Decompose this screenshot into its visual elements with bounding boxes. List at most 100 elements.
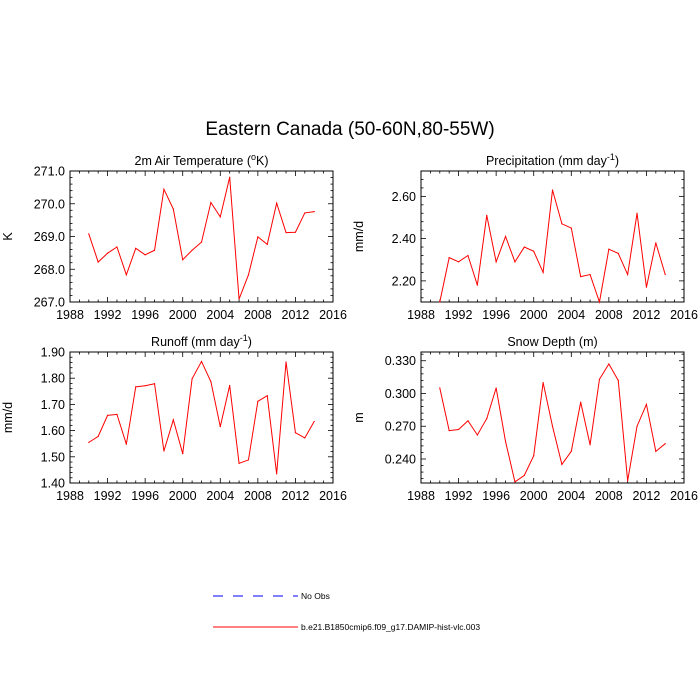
x-tick-label: 1996 [482, 308, 510, 322]
data-point [636, 212, 638, 214]
x-tick-label: 1988 [56, 308, 84, 322]
data-point [457, 261, 460, 263]
y-tick-label: 1.50 [41, 450, 65, 464]
legend-label-2: b.e21.B1850cmip6.f09_g17.DAMIP-hist-vlc.… [301, 622, 480, 632]
x-tick-label: 2016 [319, 489, 347, 503]
data-point [655, 450, 657, 452]
data-point [191, 378, 193, 380]
data-point [97, 261, 99, 263]
data-point [495, 387, 497, 389]
x-tick-label: 2004 [206, 489, 234, 503]
data-point [617, 379, 619, 381]
x-tick-label: 2008 [595, 489, 623, 503]
data-point [627, 273, 629, 276]
data-point [266, 243, 268, 245]
data-point [247, 274, 250, 276]
data-point [533, 250, 535, 252]
data-point [200, 360, 203, 363]
data-point [439, 387, 441, 389]
x-tick-label: 1996 [482, 489, 510, 503]
y-tick-label: 271.0 [34, 165, 65, 179]
data-point [106, 414, 109, 417]
data-point [116, 413, 118, 415]
data-point [172, 208, 174, 210]
x-tick-label: 2016 [670, 308, 698, 322]
data-point [542, 271, 544, 274]
x-tick-label: 2004 [557, 489, 585, 503]
y-axis-label: m [352, 412, 366, 422]
data-point [627, 480, 629, 482]
x-tick-label: 1992 [94, 308, 122, 322]
data-point [570, 450, 572, 452]
data-point [561, 223, 563, 225]
data-point [88, 441, 90, 443]
data-point [551, 189, 554, 191]
y-axis-label: mm/d [1, 402, 15, 433]
x-tick-label: 1992 [94, 489, 122, 503]
y-tick-label: 1.90 [41, 346, 65, 360]
data-point [182, 259, 184, 261]
data-point [561, 463, 563, 466]
data-point [135, 247, 137, 249]
y-tick-label: 1.60 [41, 424, 65, 438]
data-point [580, 401, 582, 403]
data-point [514, 261, 516, 263]
data-point [486, 417, 488, 420]
data-point [598, 301, 601, 303]
figure-title: Eastern Canada (50-60N,80-55W) [205, 119, 494, 140]
data-point [285, 231, 287, 234]
data-point [125, 274, 127, 276]
data-point [476, 284, 478, 286]
y-tick-label: 270.0 [34, 197, 65, 211]
x-tick-label: 1992 [445, 308, 473, 322]
y-tick-label: 1.70 [41, 398, 65, 412]
data-point [589, 444, 591, 446]
data-point [448, 257, 450, 259]
x-tick-label: 2000 [520, 489, 548, 503]
legend: No Obs b.e21.B1850cmip6.f09_g17.DAMIP-his… [213, 591, 480, 632]
data-point [664, 443, 666, 445]
data-point [238, 462, 240, 464]
x-tick-label: 2000 [520, 308, 548, 322]
series-line [439, 189, 666, 304]
y-axis-label: mm/d [352, 221, 366, 252]
data-point [266, 395, 268, 397]
data-point [182, 453, 184, 455]
plot-frame [69, 170, 334, 303]
data-point [238, 298, 240, 300]
y-tick-label: 0.270 [385, 420, 416, 434]
data-point [542, 381, 544, 384]
x-tick-label: 2012 [282, 489, 310, 503]
panels: 2m Air Temperature (oK) K 1988 1992 1996 2000… [1, 152, 698, 503]
data-point [229, 384, 231, 387]
data-point [457, 428, 460, 431]
chart-panel-2: Precipitation (mm day-1) mm/d 1988 1992 1996… [352, 152, 698, 322]
data-point [191, 249, 193, 251]
panel-title: Snow Depth (m) [507, 335, 597, 349]
plot-frame [420, 351, 685, 484]
y-tick-label: 0.300 [385, 387, 416, 401]
data-point [163, 188, 165, 190]
data-point [144, 254, 146, 256]
x-tick-label: 1996 [131, 308, 159, 322]
x-tick-label: 2012 [633, 308, 661, 322]
data-point [645, 286, 648, 288]
y-tick-label: 2.40 [392, 232, 416, 246]
data-point [88, 233, 90, 235]
x-tick-label: 1988 [56, 489, 84, 503]
data-point [210, 201, 212, 204]
data-point [645, 403, 648, 405]
legend-label-1: No Obs [301, 591, 330, 601]
chart-panel-3: Runoff (mm day-1) mm/d 1988 1992 1996 2000 200… [1, 333, 347, 503]
chart-panel-1: 2m Air Temperature (oK) K 1988 1992 1996 2000… [1, 152, 347, 322]
chart-panel-4: Snow Depth (m) m 1988 1992 1996 2000 2004 2008 2… [352, 335, 698, 503]
x-tick-label: 1992 [445, 489, 473, 503]
data-point [448, 430, 450, 432]
data-point [210, 381, 212, 383]
data-point [655, 242, 657, 244]
data-point [486, 214, 488, 216]
x-tick-label: 2000 [169, 489, 197, 503]
data-point [467, 254, 469, 257]
data-point [172, 419, 174, 421]
